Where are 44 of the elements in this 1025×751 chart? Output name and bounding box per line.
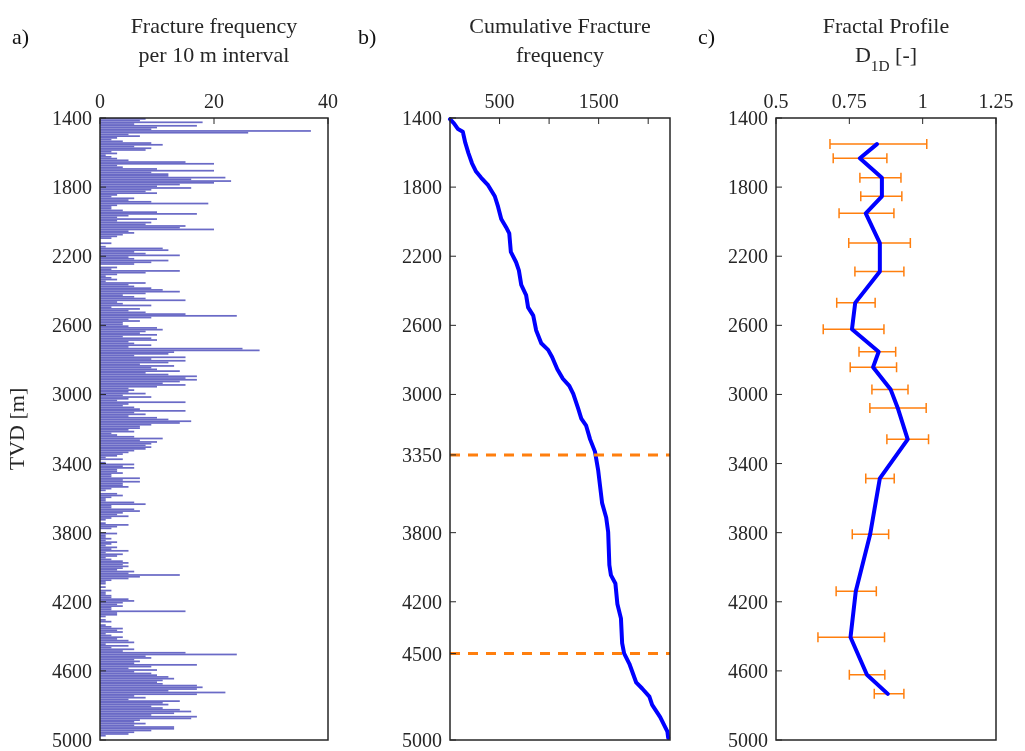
y-tick-label: 4200 [52, 590, 92, 613]
y-tick-label: 2200 [52, 245, 92, 268]
y-tick-label: 3350 [402, 443, 442, 466]
y-tick-label: 3800 [402, 521, 442, 544]
y-tick-label: 3800 [728, 521, 768, 544]
y-tick-label: 2200 [728, 245, 768, 268]
y-tick-label: 3000 [52, 383, 92, 406]
y-tick-label: 2600 [52, 314, 92, 337]
y-tick-label: 1400 [52, 107, 92, 129]
y-tick-label: 3400 [52, 452, 92, 475]
y-tick-label: 4600 [728, 659, 768, 682]
x-tick-label: 40 [318, 90, 338, 112]
x-tick-label: 0.75 [831, 90, 867, 112]
y-axis-title: TVD [m] [4, 387, 29, 471]
y-tick-label: 3000 [728, 383, 768, 406]
text: c) [698, 24, 716, 49]
y-tick-label: 2600 [402, 314, 442, 337]
x-tick-label: 20 [204, 90, 224, 112]
x-tick-label: 500 [484, 90, 515, 112]
text: b) [358, 24, 377, 49]
y-tick-label: 4200 [402, 590, 442, 613]
x-tick-label: 1 [917, 90, 928, 112]
y-tick-label: 3000 [402, 383, 442, 406]
text: a) [12, 24, 30, 49]
y-tick-label: 1800 [52, 176, 92, 199]
y-tick-label: 3400 [728, 452, 768, 475]
y-tick-label: 1400 [402, 107, 442, 129]
y-tick-label: 2200 [402, 245, 442, 268]
y-tick-label: 4600 [52, 659, 92, 682]
y-tick-label: 4500 [402, 642, 442, 665]
y-tick-label: 1800 [728, 176, 768, 199]
y-tick-label: 1800 [402, 176, 442, 199]
x-axis-title: Fracture frequency per 10 m interval [130, 13, 298, 67]
x-axis-title: Fractal Profile D$_{1D}$ [-] [822, 13, 950, 74]
y-tick-label: 4200 [728, 590, 768, 613]
x-tick-label: 1.25 [978, 90, 1014, 112]
x-tick-label: 0 [95, 90, 105, 112]
y-tick-label: 3800 [52, 521, 92, 544]
x-axis-title: Cumulative Fracture frequency [469, 13, 651, 67]
y-tick-label: 5000 [52, 729, 92, 751]
y-tick-label: 5000 [402, 729, 442, 751]
y-tick-label: 5000 [728, 729, 768, 751]
y-tick-label: 2600 [728, 314, 768, 337]
x-tick-label: 1500 [578, 90, 619, 112]
